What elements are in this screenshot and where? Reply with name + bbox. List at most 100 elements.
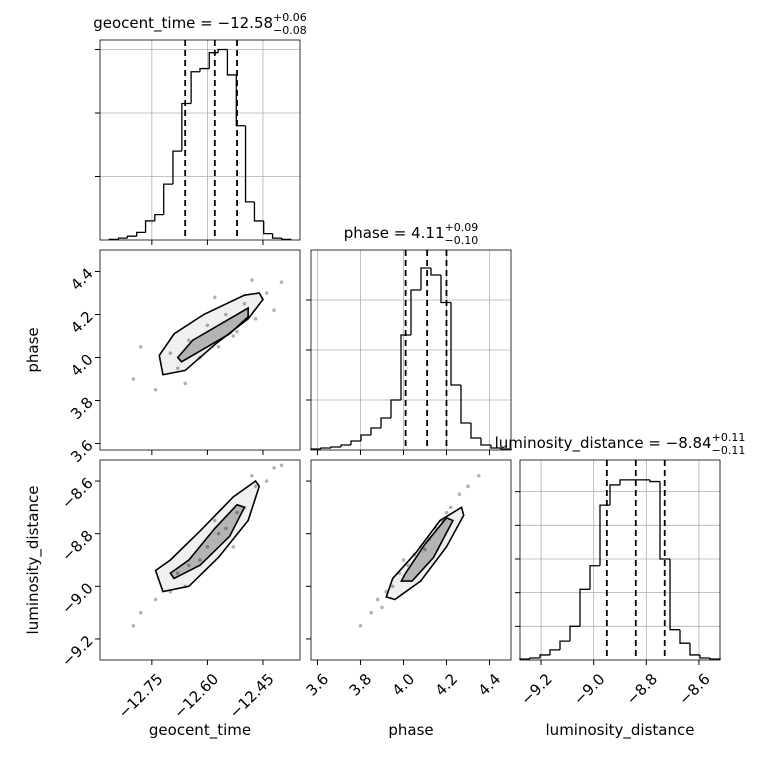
histogram-bin — [190, 71, 200, 104]
sample-point — [224, 312, 228, 317]
histogram-bin — [380, 417, 391, 428]
histogram-bin — [208, 52, 219, 69]
y-tick-label: 4.4 — [67, 264, 97, 294]
histogram-bin — [163, 183, 173, 215]
x-axis-label: phase — [388, 721, 433, 739]
sample-point — [264, 479, 269, 483]
sample-point — [405, 563, 410, 568]
histogram-bin — [529, 657, 540, 659]
sample-point — [242, 301, 247, 306]
y-tick-label: −8.8 — [58, 527, 96, 565]
title-text: phase = 4.11 — [344, 224, 445, 242]
sample-point — [250, 473, 254, 478]
sample-point — [369, 610, 374, 615]
histogram-bin — [649, 479, 660, 483]
histogram-bin — [699, 654, 710, 659]
contour — [385, 506, 465, 601]
histogram-bin — [689, 643, 700, 656]
panel-title: geocent_time = −12.58+0.06 −0.08 — [93, 11, 307, 37]
sample-point — [235, 510, 239, 515]
histogram-bin — [470, 423, 481, 439]
histogram-bin — [117, 237, 128, 240]
x-tick-label: 4.2 — [432, 670, 462, 700]
histogram-bin — [330, 446, 341, 448]
sample-point — [264, 291, 269, 295]
histogram-bin — [490, 445, 501, 449]
sample-point — [380, 605, 384, 610]
x-tick-label: 4.0 — [389, 670, 419, 700]
scatter-panel — [358, 473, 481, 628]
sample-point — [279, 280, 284, 285]
sample-point — [168, 351, 173, 356]
histogram-bin — [126, 235, 137, 239]
title-plus: +0.06 — [273, 11, 307, 24]
x-tick-label: −9.0 — [570, 670, 608, 708]
histogram-bin — [350, 440, 361, 445]
sample-point — [138, 344, 143, 349]
histogram-bin — [217, 48, 228, 53]
y-tick-label: −8.6 — [58, 474, 96, 512]
histogram-bin — [253, 201, 264, 222]
histogram-bin — [244, 125, 255, 203]
sample-point — [358, 623, 363, 628]
histogram-bin — [460, 385, 471, 424]
sample-point — [131, 623, 136, 628]
panel-frame — [99, 249, 301, 451]
histogram-bin — [420, 267, 431, 290]
x-tick-label: −12.75 — [115, 670, 167, 722]
y-tick-label: −9.0 — [58, 579, 96, 617]
title-minus: −0.08 — [273, 24, 307, 37]
x-tick-label: 3.6 — [303, 670, 333, 700]
y-tick-label: 4.0 — [67, 350, 97, 380]
y-tick-label: 3.8 — [67, 393, 97, 423]
sample-point — [444, 510, 449, 515]
sample-point — [235, 329, 239, 334]
x-tick-label: −8.8 — [623, 670, 661, 708]
histogram-bin — [340, 444, 351, 447]
histogram-bin — [136, 231, 146, 237]
panel-frame — [99, 459, 301, 661]
sample-point — [187, 563, 191, 568]
title-plus: +0.11 — [712, 431, 746, 444]
sample-point — [390, 584, 395, 589]
sample-point — [279, 463, 284, 468]
histogram-bin — [440, 275, 451, 304]
histogram-bin — [390, 399, 401, 418]
histogram-bin — [569, 625, 580, 642]
sample-point — [375, 597, 380, 602]
sample-point — [187, 338, 191, 343]
sample-point — [250, 278, 254, 282]
histogram-bin — [226, 49, 237, 76]
histogram-bin — [480, 438, 491, 446]
sample-point — [213, 295, 217, 300]
y-tick-label: 4.2 — [67, 307, 97, 337]
x-tick-label: −12.45 — [226, 670, 278, 722]
sample-point — [213, 518, 217, 523]
x-tick-label: −12.60 — [170, 670, 222, 722]
histogram-bin — [271, 233, 282, 239]
title-plus: +0.09 — [445, 221, 479, 234]
histogram-bin — [589, 565, 600, 590]
histogram-bin — [199, 67, 210, 72]
y-axis-label: luminosity_distance — [24, 486, 43, 635]
histogram-bin — [539, 654, 550, 658]
panel-frame — [519, 459, 721, 661]
x-axis-label: geocent_time — [149, 721, 251, 740]
sample-point — [131, 377, 136, 381]
histogram-bin — [559, 640, 570, 650]
sample-point — [205, 323, 210, 328]
histogram-bin — [659, 481, 670, 560]
x-axis-label: luminosity_distance — [546, 721, 695, 740]
y-tick-label: 3.6 — [67, 436, 97, 466]
histogram-bin — [549, 649, 560, 655]
sample-point — [231, 334, 236, 338]
y-axis-label: phase — [24, 327, 42, 372]
histogram-bin — [619, 479, 630, 485]
sample-point — [476, 473, 481, 478]
histogram-bin — [410, 289, 421, 335]
histogram-bin — [172, 150, 182, 185]
sample-point — [216, 344, 221, 349]
panel-frame — [99, 39, 301, 241]
sample-point — [216, 531, 221, 536]
